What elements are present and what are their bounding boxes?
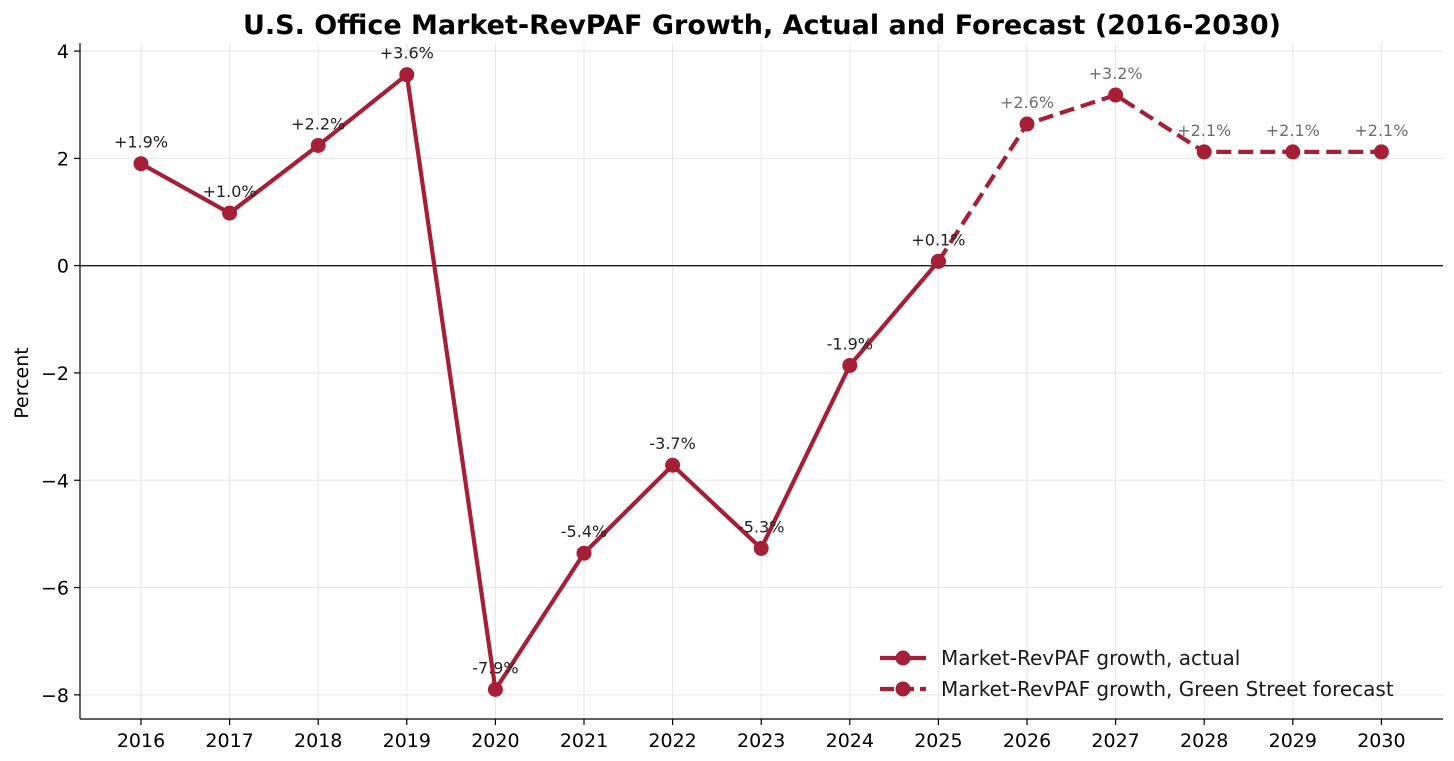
- y-tick-label: −2: [41, 363, 69, 385]
- forecast-data-label: +2.1%: [1266, 121, 1320, 140]
- actual-data-label: +1.9%: [114, 133, 168, 152]
- x-tick-label: 2020: [471, 730, 519, 752]
- forecast-data-point: [1108, 87, 1124, 103]
- actual-data-point: [576, 545, 592, 561]
- chart-title: U.S. Office Market-RevPAF Growth, Actual…: [243, 10, 1281, 41]
- x-tick-label: 2016: [117, 730, 165, 752]
- actual-data-label: -3.7%: [649, 434, 695, 453]
- x-tick-label: 2023: [737, 730, 785, 752]
- x-tick-label: 2027: [1091, 730, 1139, 752]
- legend-actual-label: Market-RevPAF growth, actual: [941, 646, 1240, 670]
- actual-data-point: [665, 457, 681, 473]
- actual-data-point: [133, 156, 149, 172]
- actual-series-line: [139, 72, 940, 692]
- axes: 4 2 0 −2 −4 −6 −8 2016 2017 2018 2019 2020 2021 2022 2…: [41, 41, 1443, 752]
- y-tick-label: −8: [41, 685, 69, 707]
- actual-data-label: -5.4%: [561, 522, 607, 541]
- forecast-data-label: +2.6%: [1000, 93, 1054, 112]
- actual-data-point: [753, 540, 769, 556]
- x-tick-label: 2019: [383, 730, 431, 752]
- legend-forecast-label: Market-RevPAF growth, Green Street forec…: [941, 677, 1394, 701]
- y-tick-label: −4: [41, 470, 69, 492]
- actual-data-point: [842, 357, 858, 373]
- x-tick-label: 2029: [1269, 730, 1317, 752]
- x-tick-label: 2021: [560, 730, 608, 752]
- y-tick-label: −6: [41, 578, 69, 600]
- forecast-data-label: +2.1%: [1177, 121, 1231, 140]
- actual-data-label: +3.6%: [380, 44, 434, 63]
- forecast-data-label: +2.1%: [1354, 121, 1408, 140]
- legend: Market-RevPAF growth, actual Market-RevPA…: [880, 646, 1394, 701]
- data-labels: +1.9% +1.0% +2.2% +3.6% -7.9% -5.4% -3.7% -5.3%…: [114, 44, 1408, 678]
- x-tick-label: 2030: [1357, 730, 1405, 752]
- y-axis-label: Percent: [11, 347, 33, 419]
- x-tick-label: 2022: [648, 730, 696, 752]
- x-tick-label: 2017: [205, 730, 253, 752]
- x-tick-label: 2026: [1003, 730, 1051, 752]
- forecast-data-label: +3.2%: [1089, 64, 1143, 83]
- y-tick-label: 2: [57, 148, 69, 170]
- x-tick-label: 2018: [294, 730, 342, 752]
- x-tick-label: 2025: [914, 730, 962, 752]
- x-tick-label: 2024: [826, 730, 874, 752]
- x-tick-label: 2028: [1180, 730, 1228, 752]
- y-tick-label: 4: [57, 41, 69, 63]
- forecast-series-line: [936, 92, 1382, 263]
- forecast-data-point: [930, 253, 946, 269]
- actual-data-label: +2.2%: [291, 114, 345, 133]
- actual-data-point: [222, 205, 238, 221]
- actual-data-label: -1.9%: [827, 334, 873, 353]
- actual-data-label: +0.1%: [911, 230, 965, 249]
- forecast-data-point: [1019, 116, 1035, 132]
- legend-actual-marker: [895, 650, 911, 666]
- grid: [80, 43, 1443, 719]
- forecast-data-point: [1285, 144, 1301, 160]
- actual-data-point: [487, 681, 503, 697]
- forecast-data-point: [1196, 144, 1212, 160]
- y-tick-label: 0: [57, 256, 69, 278]
- actual-data-point: [310, 137, 326, 153]
- actual-data-point: [399, 67, 415, 83]
- actual-data-label: -7.9%: [472, 658, 518, 677]
- actual-data-label: +1.0%: [203, 182, 257, 201]
- actual-data-label: -5.3%: [738, 517, 784, 536]
- legend-forecast-marker: [895, 681, 911, 697]
- forecast-data-point: [1373, 144, 1389, 160]
- series: [133, 67, 1389, 697]
